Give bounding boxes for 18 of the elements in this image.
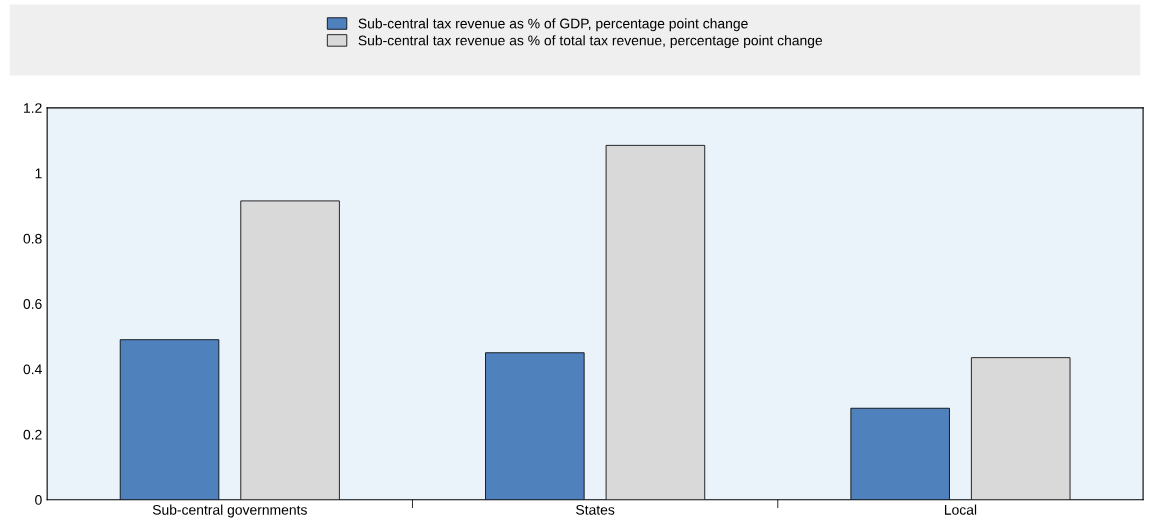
bar: [605, 144, 706, 500]
y-tick-label: 0.2: [23, 429, 42, 440]
x-tick-label: Sub-central governments: [152, 504, 307, 518]
y-tick-label: 0.8: [23, 233, 42, 244]
y-tick-label: 1.2: [24, 103, 42, 113]
bar: [485, 352, 585, 500]
x-tick-label: States: [576, 504, 615, 515]
bar: [240, 200, 340, 500]
y-tick-label: 0: [35, 495, 42, 505]
legend-label: Sub-central tax revenue as % of GDP, percentage point change: [358, 18, 748, 32]
x-tick-label: Local: [944, 504, 977, 515]
legend-label: Sub-central tax revenue as % of total tax revenue, percentage point change: [358, 35, 823, 49]
y-tick-label: 1: [35, 168, 42, 179]
bar: [119, 339, 220, 500]
y-tick-label: 0.4: [23, 364, 42, 375]
bar: [850, 407, 950, 500]
bar: [970, 357, 1071, 500]
y-tick-label: 0.6: [23, 299, 42, 309]
